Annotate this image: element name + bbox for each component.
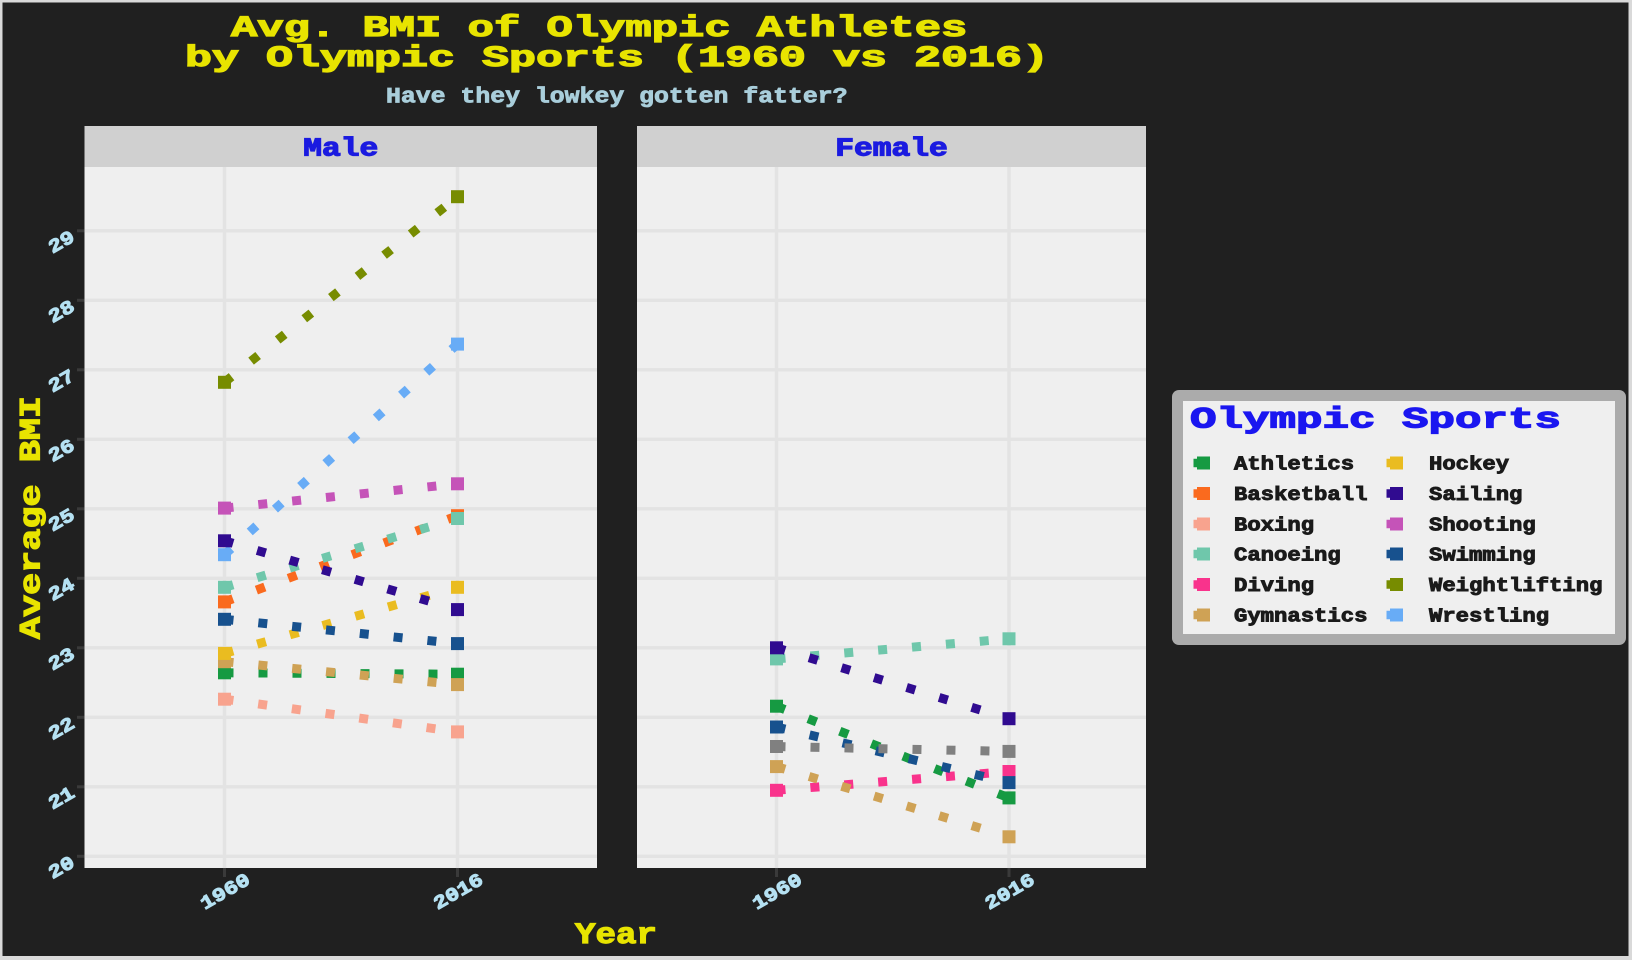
svg-text:Boxing: Boxing: [1234, 516, 1314, 537]
svg-text:Basketball: Basketball: [1234, 485, 1367, 506]
svg-text:by Olympic Sports (1960 vs 201: by Olympic Sports (1960 vs 2016): [185, 42, 1049, 76]
svg-text:Female: Female: [835, 134, 947, 164]
svg-text:Sailing: Sailing: [1429, 485, 1522, 506]
svg-text:Male: Male: [303, 134, 378, 164]
svg-text:Year: Year: [575, 918, 657, 953]
svg-text:Canoeing: Canoeing: [1234, 546, 1341, 567]
svg-text:Olympic Sports: Olympic Sports: [1190, 404, 1561, 437]
svg-text:Shooting: Shooting: [1429, 516, 1536, 537]
svg-text:Swimming: Swimming: [1429, 546, 1536, 567]
svg-text:Weightlifting: Weightlifting: [1429, 576, 1602, 597]
svg-text:Avg. BMI of Olympic Athletes: Avg. BMI of Olympic Athletes: [231, 12, 967, 46]
svg-text:Wrestling: Wrestling: [1429, 607, 1549, 628]
svg-text:Have they lowkey gotten fatter: Have they lowkey gotten fatter?: [386, 85, 848, 110]
svg-text:Hockey: Hockey: [1429, 455, 1510, 476]
svg-text:Diving: Diving: [1234, 576, 1314, 597]
svg-text:Gymnastics: Gymnastics: [1234, 607, 1367, 628]
svg-text:Average BMI: Average BMI: [15, 396, 49, 639]
svg-text:Athletics: Athletics: [1234, 455, 1354, 476]
